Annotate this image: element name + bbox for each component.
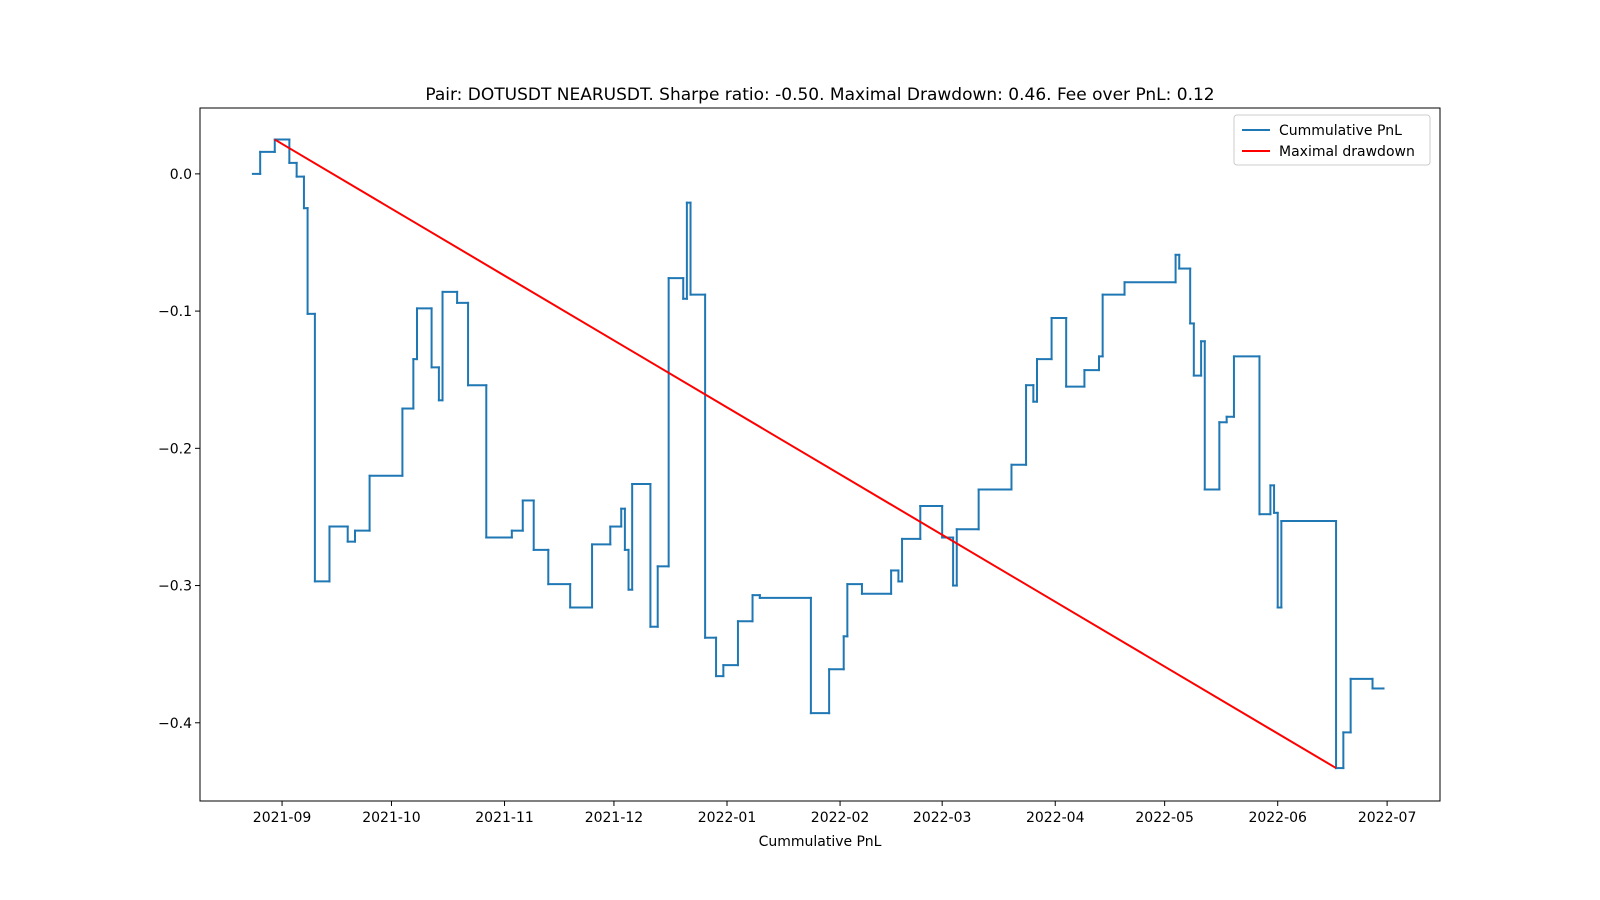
x-tick-label: 2022-01 bbox=[698, 810, 757, 826]
x-tick-label: 2022-05 bbox=[1135, 810, 1194, 826]
y-tick-label: −0.4 bbox=[158, 716, 192, 732]
y-tick-label: −0.2 bbox=[158, 441, 192, 457]
x-tick-label: 2021-10 bbox=[362, 810, 421, 826]
line bbox=[274, 138, 1337, 769]
x-axis-label: Cummulative PnL bbox=[759, 834, 882, 850]
x-tick-label: 2022-02 bbox=[811, 810, 870, 826]
y-tick-label: −0.1 bbox=[158, 304, 192, 320]
chart-title: Pair: DOTUSDT NEARUSDT. Sharpe ratio: -0… bbox=[425, 85, 1214, 105]
x-tick-label: 2021-12 bbox=[585, 810, 644, 826]
x-tick-label: 2022-07 bbox=[1358, 810, 1417, 826]
x-tick-label: 2022-06 bbox=[1248, 810, 1307, 826]
x-tick-label: 2022-03 bbox=[913, 810, 972, 826]
plot-frame bbox=[199, 107, 1441, 802]
x-tick-label: 2022-04 bbox=[1026, 810, 1085, 826]
legend: Cummulative PnL Maximal drawdown bbox=[1233, 114, 1431, 166]
legend-box bbox=[1233, 114, 1431, 166]
y-tick-label: −0.3 bbox=[158, 579, 192, 595]
legend-label: Cummulative PnL bbox=[1279, 123, 1402, 139]
x-tick-label: 2021-09 bbox=[253, 810, 312, 826]
series bbox=[274, 138, 1337, 769]
y-tick-label: 0.0 bbox=[170, 167, 192, 183]
legend-label: Maximal drawdown bbox=[1279, 144, 1415, 160]
series bbox=[251, 138, 1385, 770]
x-tick-label: 2021-11 bbox=[475, 810, 534, 826]
